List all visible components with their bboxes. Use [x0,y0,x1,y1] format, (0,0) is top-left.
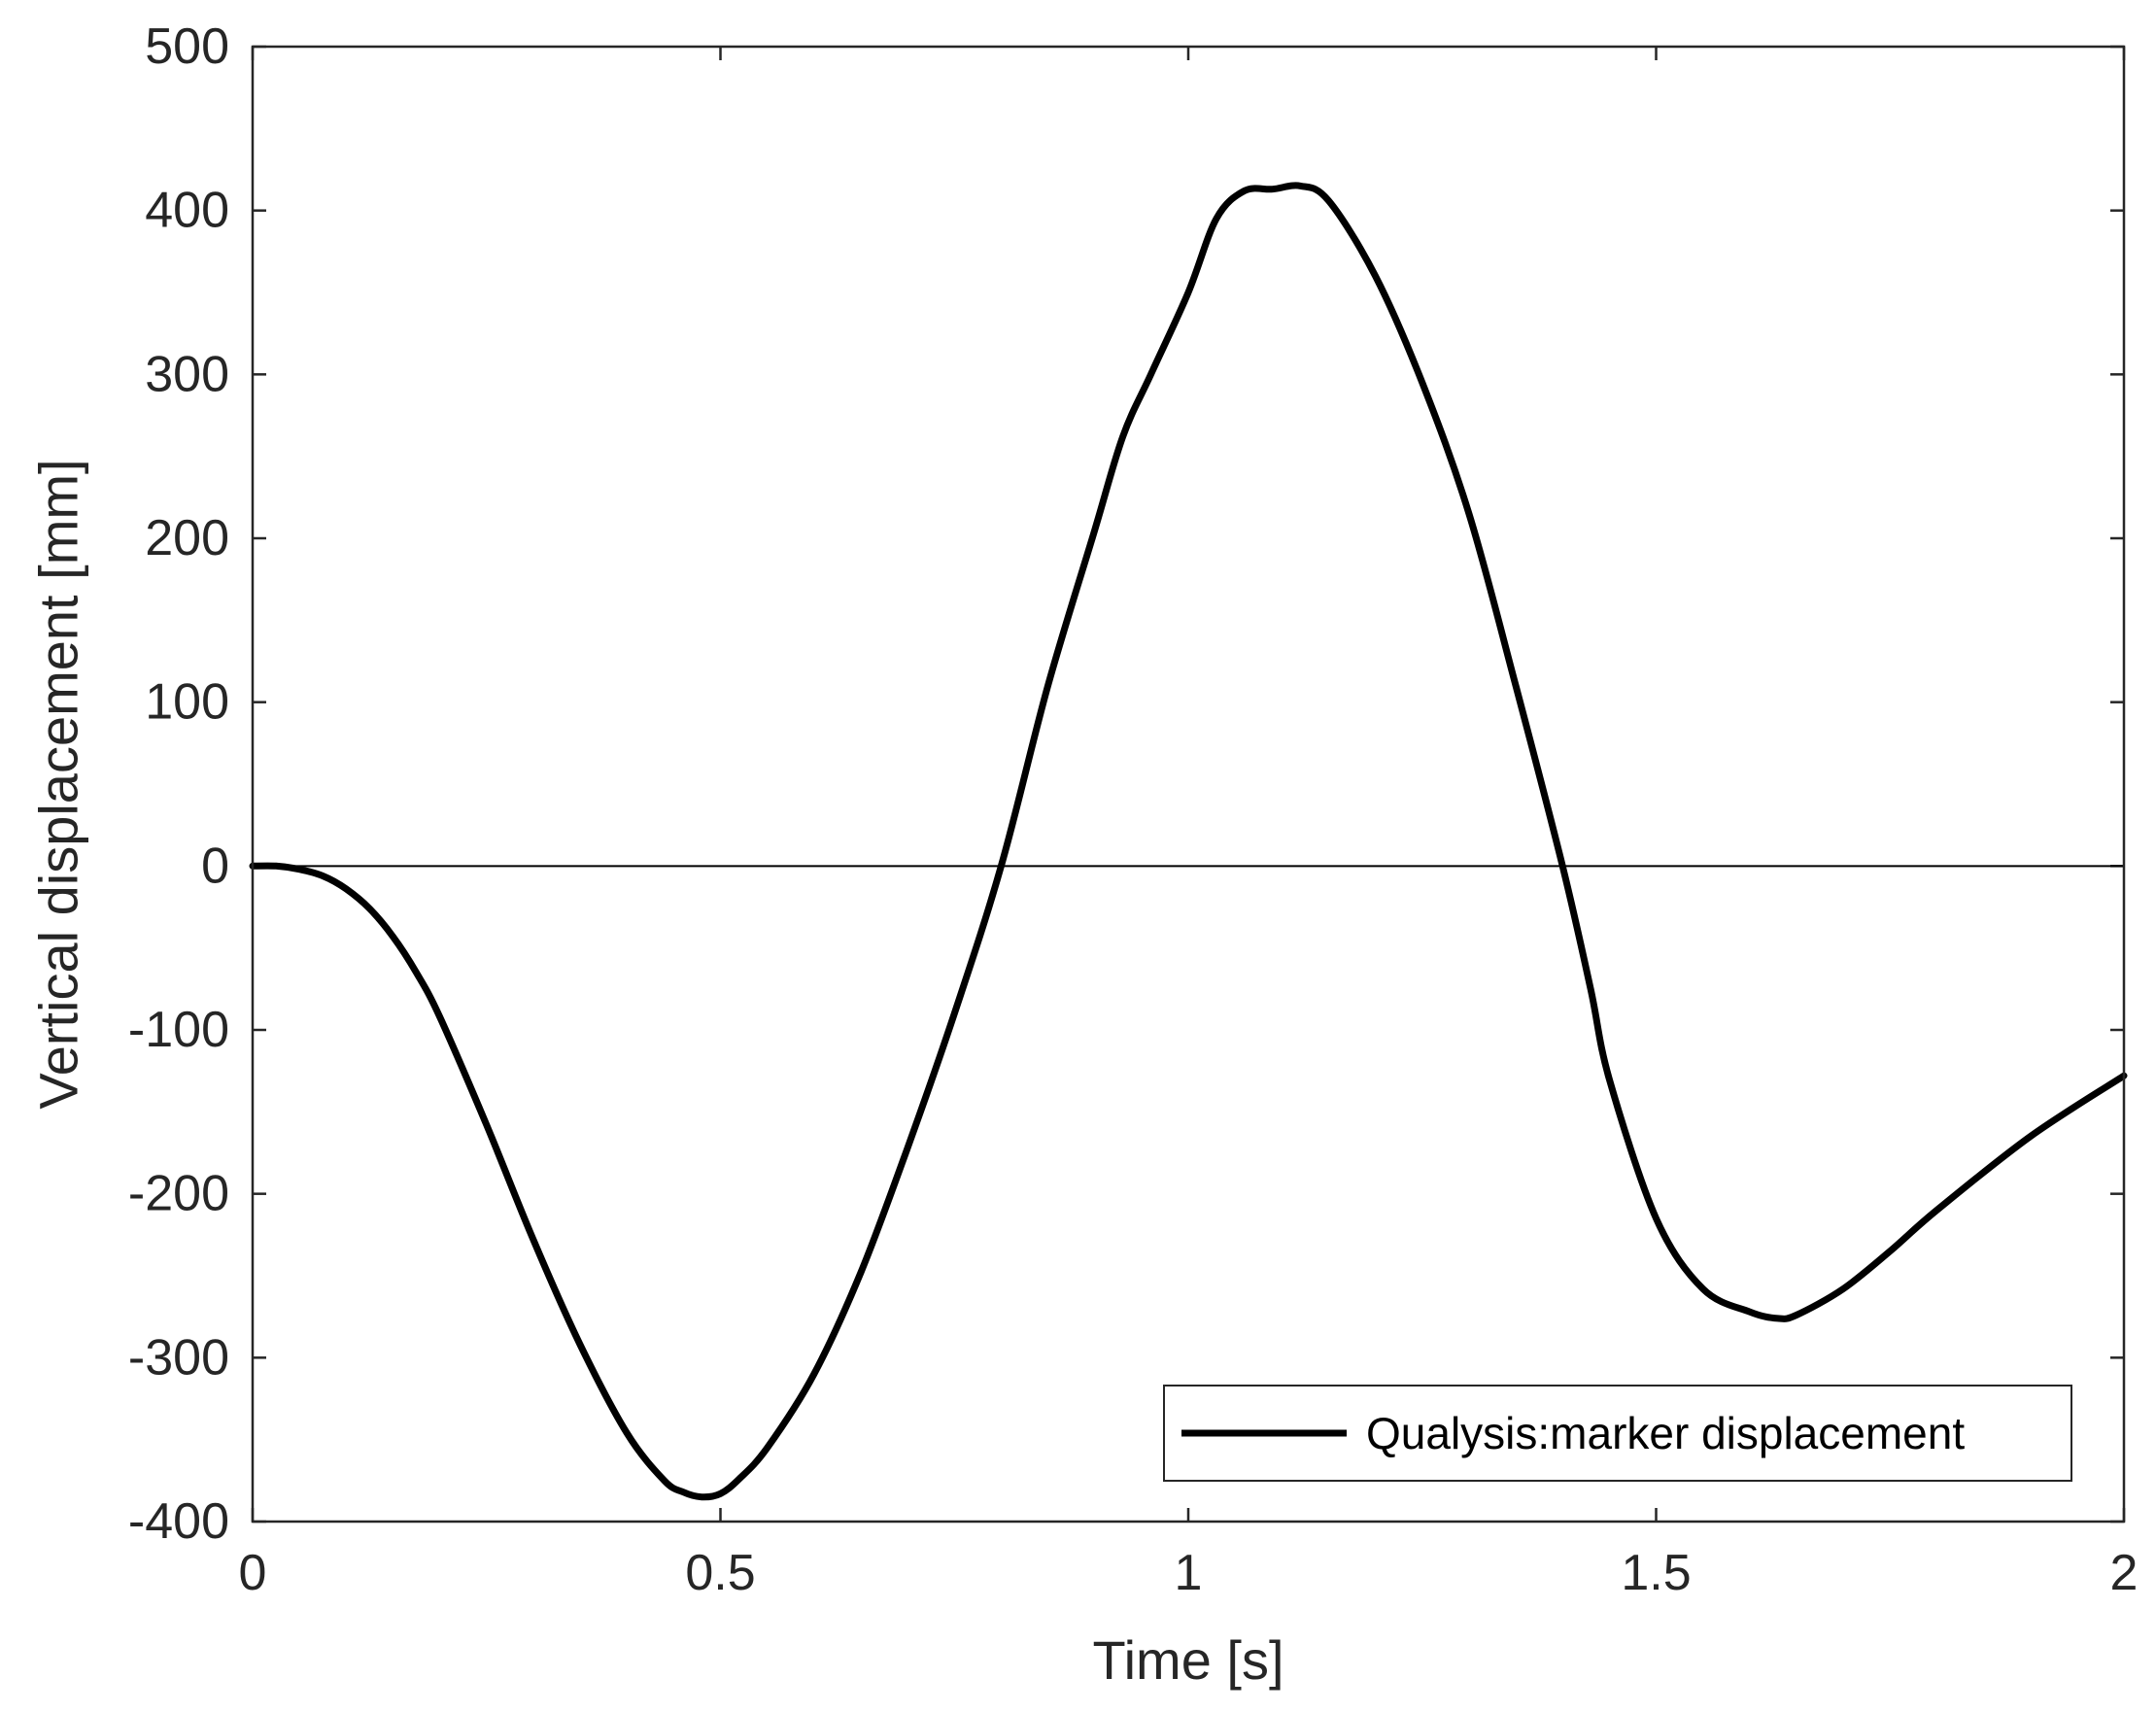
legend: Qualysis:marker displacement [1163,1385,2072,1482]
y-tick-label-4: 0 [201,838,229,894]
plot-frame [251,45,2126,1524]
y-tick-label-7: 300 [145,346,229,402]
x-tick-label-1: 0.5 [685,1545,755,1601]
x-tick-label-3: 1.5 [1621,1545,1691,1601]
y-tick-label-1: -300 [128,1329,229,1386]
y-tick-label-6: 200 [145,510,229,566]
series-layer [249,182,2128,1501]
y-tick-label-3: -100 [128,1002,229,1058]
y-tick-label-0: -400 [128,1493,229,1550]
y-tick-label-9: 500 [145,18,229,75]
x-axis-label: Time [s] [1092,1629,1283,1691]
y-axis-label: Vertical displacement [mm] [28,459,89,1109]
x-tick-label-0: 0 [239,1545,267,1601]
axis-tick-labels: 0 0.5 1 1.5 2 -400 -300 -200 -100 0 100 200 300 400 50… [128,18,2139,1601]
y-tick-label-8: 400 [145,183,229,239]
legend-label: Qualysis:marker displacement [1366,1408,1965,1458]
series-line-0 [249,182,2128,1501]
x-tick-label-2: 1 [1175,1545,1203,1601]
y-tick-label-5: 100 [145,674,229,731]
x-tick-label-4: 2 [2110,1545,2139,1601]
y-tick-label-2: -200 [128,1166,229,1222]
